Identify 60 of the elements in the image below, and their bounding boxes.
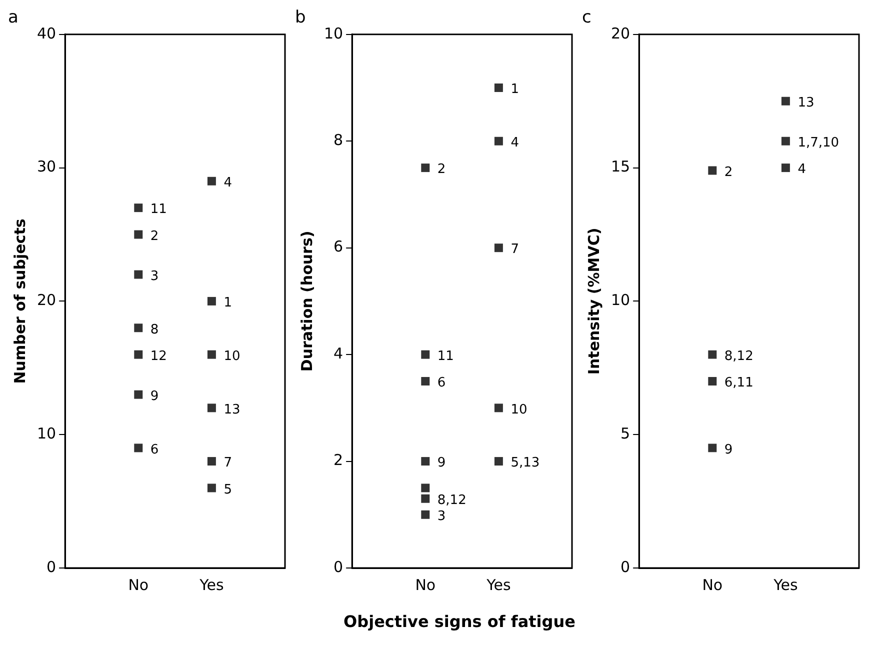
y-tick-label: 5 (620, 424, 630, 442)
annotation: 2 (724, 164, 733, 180)
annotation: 12 (150, 348, 167, 364)
annotation: 2 (437, 162, 446, 178)
x-axis-title: Objective signs of fatigue (342, 612, 576, 631)
annotation: 7 (224, 456, 232, 471)
y-tick-label: 4 (334, 344, 344, 362)
annotation: 6,11 (724, 376, 754, 391)
annotation: 5,13 (510, 456, 540, 471)
annotation: 9 (724, 442, 733, 458)
chart-title: a (8, 8, 18, 28)
y-tick-label: 20 (36, 291, 56, 310)
x-tick-label: No (415, 576, 436, 594)
y-tick-label: 30 (36, 158, 56, 176)
annotation: 10 (510, 402, 528, 418)
y-axis-title: Intensity (%MVC) (584, 228, 603, 375)
annotation: 6 (437, 376, 446, 391)
annotation: 3 (437, 509, 446, 524)
annotation: 8 (150, 322, 159, 338)
annotation: 1,7,10 (798, 135, 840, 150)
annotation: 1 (224, 296, 232, 311)
annotation: 8,12 (437, 493, 466, 508)
annotation: 11 (150, 202, 167, 218)
y-tick-label: 8 (334, 131, 344, 150)
y-tick-label: 0 (46, 558, 56, 576)
y-tick-label: 10 (610, 291, 630, 310)
x-tick-label: Yes (198, 576, 224, 594)
annotation: 13 (798, 95, 814, 110)
y-axis-title: Number of subjects (10, 218, 29, 384)
annotation: 4 (798, 162, 806, 178)
y-tick-label: 10 (36, 424, 56, 442)
y-tick-label: 0 (334, 558, 344, 576)
annotation: 2 (150, 228, 159, 244)
y-tick-label: 0 (620, 558, 630, 576)
chart-title: b (295, 8, 306, 28)
annotation: 1 (510, 82, 519, 98)
y-tick-label: 6 (334, 238, 344, 256)
annotation: 8,12 (724, 348, 754, 364)
annotation: 13 (224, 402, 240, 418)
chart-title: c (582, 8, 592, 28)
annotation: 5 (224, 482, 232, 498)
y-axis-title: Duration (hours) (298, 230, 316, 372)
annotation: 3 (150, 268, 159, 284)
y-tick-label: 10 (324, 24, 344, 42)
y-tick-label: 40 (36, 24, 56, 42)
y-tick-label: 15 (610, 158, 630, 176)
annotation: 9 (437, 456, 446, 471)
x-tick-label: No (702, 576, 723, 594)
annotation: 6 (150, 442, 159, 458)
annotation: 10 (224, 348, 240, 364)
annotation: 4 (224, 176, 232, 191)
y-tick-label: 20 (610, 24, 630, 42)
x-tick-label: No (128, 576, 149, 594)
annotation: 9 (150, 388, 159, 404)
annotation: 7 (510, 242, 519, 258)
annotation: 4 (510, 135, 519, 150)
y-tick-label: 2 (334, 451, 344, 470)
annotation: 11 (437, 348, 454, 364)
x-tick-label: Yes (486, 576, 511, 594)
x-tick-label: Yes (772, 576, 798, 594)
